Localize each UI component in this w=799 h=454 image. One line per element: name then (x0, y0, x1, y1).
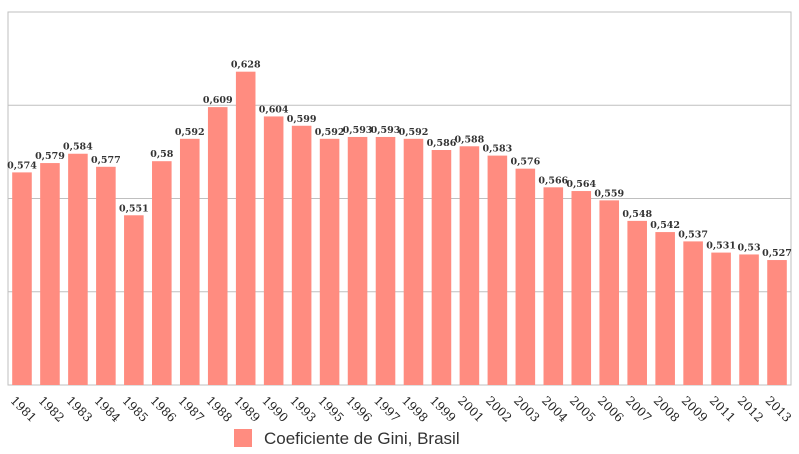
x-tick-2012: 2012 (735, 393, 766, 424)
bar-2007 (627, 220, 647, 385)
x-tick-2011: 2011 (707, 393, 738, 424)
x-tick-2005: 2005 (567, 393, 598, 424)
x-tick-1987: 1987 (175, 393, 206, 424)
bar-2011 (711, 252, 731, 385)
data-label-2001: 0,588 (455, 134, 485, 145)
x-tick-2004: 2004 (539, 393, 571, 425)
x-tick-1983: 1983 (64, 393, 95, 424)
legend-swatch (234, 429, 252, 447)
data-label-1995: 0,592 (315, 127, 345, 138)
bars (12, 71, 787, 386)
data-label-2002: 0,583 (483, 144, 513, 155)
bar-1999 (431, 150, 452, 385)
x-tick-2009: 2009 (679, 393, 710, 424)
data-label-1982: 0,579 (35, 151, 65, 162)
bar-1981 (12, 172, 32, 385)
x-tick-2003: 2003 (511, 393, 542, 424)
data-label-2008: 0,542 (650, 220, 680, 231)
x-tick-labels: 1981198219831984198519861987198819891990… (8, 393, 795, 425)
x-tick-2006: 2006 (595, 393, 626, 424)
data-label-2004: 0,566 (538, 175, 568, 186)
data-label-1993: 0,599 (287, 114, 317, 125)
data-label-1990: 0,604 (259, 104, 289, 115)
bar-1990 (263, 116, 284, 385)
bar-2012 (739, 254, 759, 385)
x-tick-1982: 1982 (36, 393, 67, 424)
data-label-1996: 0,593 (343, 125, 373, 136)
x-tick-1988: 1988 (203, 393, 234, 424)
bar-1995 (319, 138, 340, 385)
x-tick-1995: 1995 (315, 393, 346, 424)
bar-1988 (207, 107, 228, 386)
x-tick-2007: 2007 (623, 393, 654, 424)
data-label-2011: 0,531 (706, 241, 736, 252)
data-label-2013: 0,527 (762, 248, 792, 259)
x-tick-2002: 2002 (483, 393, 514, 424)
bar-2009 (683, 241, 703, 385)
x-tick-1989: 1989 (231, 393, 262, 424)
bar-2003 (515, 168, 536, 385)
bar-1996 (347, 136, 368, 385)
data-label-2006: 0,559 (594, 188, 624, 199)
bar-1998 (403, 138, 424, 385)
data-label-1999: 0,586 (427, 138, 457, 149)
x-tick-1999: 1999 (427, 393, 458, 424)
legend-label: Coeficiente de Gini, Brasil (264, 429, 460, 448)
x-tick-2013: 2013 (763, 393, 794, 424)
x-tick-1993: 1993 (287, 393, 318, 424)
bar-2006 (599, 200, 620, 385)
data-label-1984: 0,577 (91, 155, 121, 166)
data-label-1998: 0,592 (399, 127, 429, 138)
data-label-2012: 0,53 (737, 242, 760, 253)
bar-2008 (655, 232, 675, 385)
data-label-1983: 0,584 (63, 142, 93, 153)
bar-1993 (291, 125, 312, 385)
x-tick-2008: 2008 (651, 393, 682, 424)
bar-1997 (375, 136, 396, 385)
data-label-2005: 0,564 (566, 179, 596, 190)
bar-1986 (152, 161, 172, 385)
x-tick-1996: 1996 (343, 393, 374, 424)
data-label-1989: 0,628 (231, 60, 261, 71)
data-label-1986: 0,58 (150, 149, 174, 160)
data-label-2009: 0,537 (678, 229, 708, 240)
bar-2004 (543, 187, 564, 385)
x-tick-1998: 1998 (399, 393, 430, 424)
bar-1984 (96, 166, 116, 385)
data-label-1997: 0,593 (371, 125, 401, 136)
bar-2002 (487, 155, 508, 385)
data-label-2007: 0,548 (622, 209, 652, 220)
x-tick-1986: 1986 (147, 393, 178, 424)
bar-2001 (459, 146, 480, 385)
x-tick-2001: 2001 (455, 393, 486, 424)
legend: Coeficiente de Gini, Brasil (234, 429, 460, 448)
data-label-1987: 0,592 (175, 127, 205, 138)
bar-1989 (235, 71, 256, 386)
data-labels: 0,5740,5790,5840,5770,5510,580,5920,6090… (7, 60, 792, 259)
x-tick-1984: 1984 (92, 393, 124, 425)
bar-1983 (68, 153, 88, 385)
data-label-1981: 0,574 (7, 160, 37, 171)
data-label-2003: 0,576 (510, 157, 540, 168)
x-tick-1981: 1981 (8, 393, 39, 424)
bar-1985 (124, 215, 144, 385)
x-tick-1997: 1997 (371, 393, 402, 424)
bar-2013 (767, 260, 787, 385)
bar-1982 (40, 163, 60, 385)
data-label-1988: 0,609 (203, 95, 233, 106)
bar-2005 (571, 191, 592, 385)
x-tick-1990: 1990 (259, 393, 290, 424)
data-label-1985: 0,551 (119, 203, 149, 214)
bar-1987 (179, 138, 200, 385)
x-tick-1985: 1985 (119, 393, 150, 424)
